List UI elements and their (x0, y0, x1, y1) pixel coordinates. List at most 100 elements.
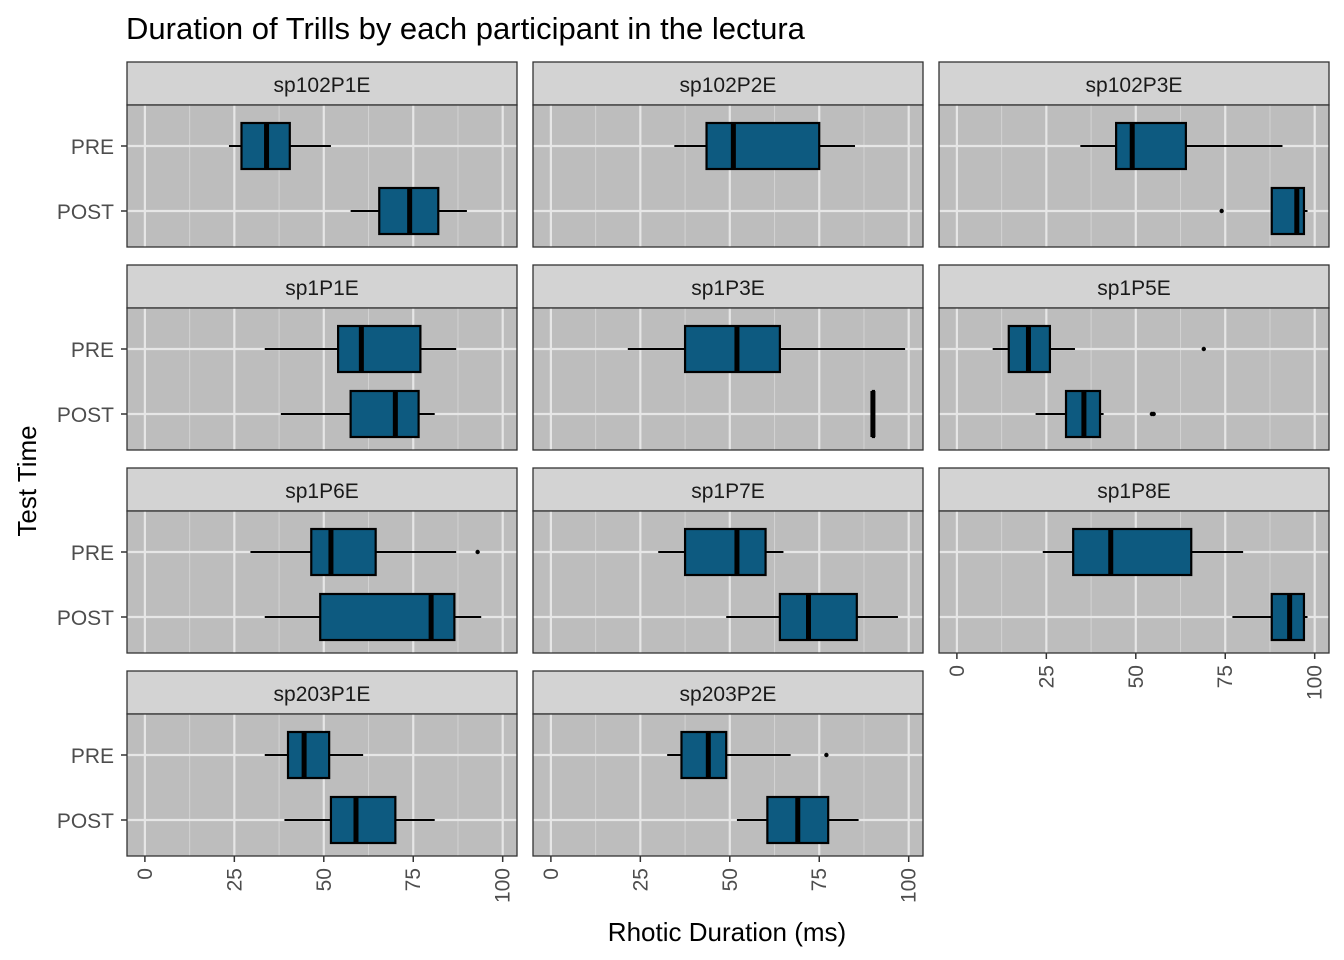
facet-panel: sp1P5E (938, 264, 1330, 451)
facet-strip-label: sp1P5E (1097, 277, 1171, 300)
x-tick-label: 100 (898, 868, 921, 903)
facet-strip-label: sp1P6E (285, 480, 359, 503)
box-pre (627, 324, 906, 374)
panel-border (126, 307, 518, 451)
box-iqr (310, 527, 377, 577)
panel-border (938, 510, 1330, 654)
facet-strip-label: sp102P3E (1086, 74, 1183, 97)
x-tick-label: 25 (629, 868, 652, 891)
panel-border (532, 104, 924, 248)
facet-panel: sp102P1E PRE POST (57, 61, 518, 248)
box-post (1232, 592, 1308, 642)
facet-panel: sp1P8E 0 25 50 75 100 (938, 467, 1330, 700)
box-pre (264, 324, 457, 374)
box-post (350, 186, 467, 236)
facet-strip (126, 264, 518, 309)
box-iqr (683, 527, 767, 577)
facet-strip (532, 264, 924, 309)
facet-strip (126, 61, 518, 106)
panel-border (532, 307, 924, 451)
y-tick-label: POST (57, 810, 114, 833)
box-pre (992, 324, 1206, 374)
facet-strip-label: sp1P1E (285, 277, 359, 300)
facet-strip-label: sp1P7E (691, 480, 765, 503)
facet-strip (938, 61, 1330, 106)
x-tick-label: 0 (540, 868, 563, 880)
y-tick-label: PRE (71, 542, 114, 565)
panel-border (126, 713, 518, 857)
y-tick-label: POST (57, 607, 114, 630)
box-pre (1080, 121, 1283, 171)
box-outlier (824, 752, 829, 758)
x-tick-label: 0 (946, 665, 969, 677)
box-iqr (683, 324, 781, 374)
facet-panel: sp1P7E (532, 467, 924, 654)
facet-panel: sp203P2E 0 25 50 75 100 (532, 670, 924, 903)
facet-strip (938, 264, 1330, 309)
facet-strip-label: sp1P3E (691, 277, 765, 300)
facet-panel: sp1P6E PRE POST (57, 467, 518, 654)
box-iqr (319, 592, 456, 642)
facet-strip (126, 670, 518, 715)
box-post (264, 592, 482, 642)
facet-strip (126, 467, 518, 512)
box-outlier (1219, 208, 1224, 214)
panel-background (939, 308, 1329, 450)
box-iqr (329, 795, 397, 845)
box-post (1219, 186, 1308, 236)
chart-title: Duration of Trills by each participant i… (126, 11, 806, 46)
x-tick-label: 50 (1125, 665, 1148, 688)
y-tick-label: PRE (71, 745, 114, 768)
x-axis-label: Rhotic Duration (ms) (608, 917, 846, 947)
x-tick-label: 25 (223, 868, 246, 891)
box-post (736, 795, 859, 845)
facet-strip (532, 467, 924, 512)
y-tick-label: PRE (71, 339, 114, 362)
facet-strip-label: sp102P1E (274, 74, 371, 97)
x-tick-label: 50 (719, 868, 742, 891)
box-outlier (1201, 346, 1206, 352)
box-pre (228, 121, 331, 171)
panel-background (127, 105, 517, 247)
panel-border (532, 510, 924, 654)
box-pre (264, 730, 364, 780)
facet-panel: sp1P1E PRE POST (57, 264, 518, 451)
panel-background (533, 714, 923, 856)
x-tick-label: 50 (313, 868, 336, 891)
facet-strip-label: sp203P1E (274, 683, 371, 706)
x-tick-label: 0 (134, 868, 157, 880)
box-iqr (1072, 527, 1193, 577)
box-pre (250, 527, 480, 577)
y-tick-label: POST (57, 201, 114, 224)
y-tick-label: POST (57, 404, 114, 427)
box-pre (658, 527, 784, 577)
facet-panel: sp102P2E (532, 61, 924, 248)
x-tick-label: 25 (1035, 665, 1058, 688)
facet-panels: sp102P1E PRE POST sp102P2E sp102P3E sp1P1E PRE… (57, 61, 1330, 903)
panel-border (532, 713, 924, 857)
box-post (726, 592, 898, 642)
box-post (280, 389, 435, 439)
facet-strip (532, 61, 924, 106)
box-iqr (680, 730, 728, 780)
facet-strip (938, 467, 1330, 512)
box-pre (1042, 527, 1244, 577)
panel-background (127, 308, 517, 450)
panel-border (126, 104, 518, 248)
facet-strip-label: sp203P2E (680, 683, 777, 706)
box-iqr (1115, 121, 1187, 171)
facet-panel: sp102P3E (938, 61, 1330, 248)
x-tick-label: 75 (1214, 665, 1237, 688)
box-pre (674, 121, 856, 171)
facet-strip-label: sp102P2E (680, 74, 777, 97)
box-iqr (286, 730, 331, 780)
x-tick-label: 100 (1304, 665, 1327, 700)
box-iqr (705, 121, 821, 171)
y-axis-label: Test Time (12, 425, 42, 536)
facet-panel: sp1P3E (532, 264, 924, 451)
y-tick-label: PRE (71, 136, 114, 159)
box-outlier (475, 549, 480, 555)
box-post (870, 389, 876, 439)
facet-panel: sp203P1E PRE POST 0 25 50 75 100 (57, 670, 518, 903)
